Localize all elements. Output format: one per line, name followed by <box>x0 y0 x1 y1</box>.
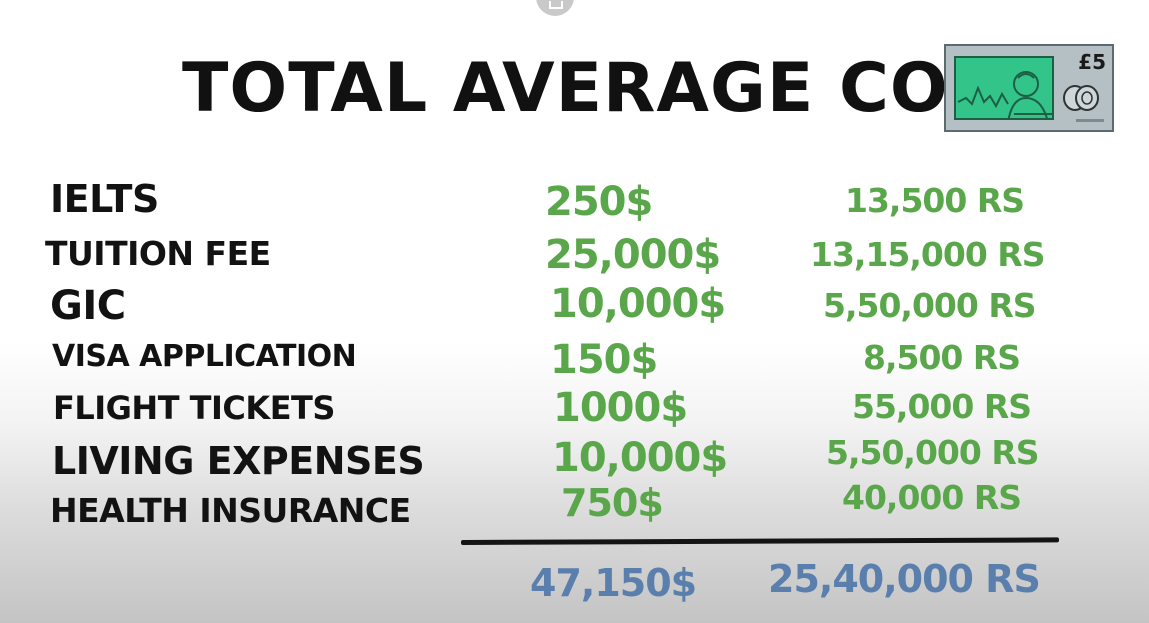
cost-inr-health-insurance: 40,000 RS <box>842 478 1022 517</box>
cost-usd-visa-application: 150$ <box>550 337 658 383</box>
cost-label-visa-application: VISA APPLICATION <box>52 339 357 374</box>
cost-inr-tuition-fee: 13,15,000 RS <box>810 235 1045 274</box>
banknote-denomination: £5 <box>1078 50 1106 74</box>
total-inr: 25,40,000 RS <box>768 557 1041 601</box>
cost-inr-ielts: 13,500 RS <box>845 181 1025 220</box>
cost-usd-flight-tickets: 1000$ <box>553 385 688 431</box>
cost-label-tuition-fee: TUITION FEE <box>45 234 271 273</box>
cost-label-flight-tickets: FLIGHT TICKETS <box>53 389 335 427</box>
overlay-badge-icon <box>536 0 574 16</box>
cost-label-ielts: IELTS <box>50 177 159 221</box>
cost-inr-visa-application: 8,500 RS <box>863 338 1021 377</box>
cost-inr-living-expenses: 5,50,000 RS <box>826 433 1040 472</box>
cost-inr-gic: 5,50,000 RS <box>823 286 1037 325</box>
coin-icon <box>1063 85 1099 111</box>
cost-usd-gic: 10,000$ <box>550 281 726 327</box>
banknote-fineprint <box>1076 119 1104 122</box>
banknote-icon: £5 <box>944 44 1114 132</box>
cost-usd-living-expenses: 10,000$ <box>552 435 728 481</box>
total-usd: 47,150$ <box>530 561 697 605</box>
cost-label-gic: GIC <box>50 283 126 329</box>
cost-usd-ielts: 250$ <box>545 179 653 225</box>
portrait-icon <box>957 71 1052 118</box>
page-title: TOTAL AVERAGE COST <box>182 49 1047 128</box>
cost-label-health-insurance: HEALTH INSURANCE <box>50 491 411 530</box>
cost-usd-health-insurance: 750$ <box>561 481 664 525</box>
cost-inr-flight-tickets: 55,000 RS <box>852 387 1032 426</box>
cost-usd-tuition-fee: 25,000$ <box>545 232 721 278</box>
total-divider <box>460 537 1060 545</box>
cost-label-living-expenses: LIVING EXPENSES <box>52 439 425 483</box>
banknote-portrait-field <box>954 56 1054 120</box>
